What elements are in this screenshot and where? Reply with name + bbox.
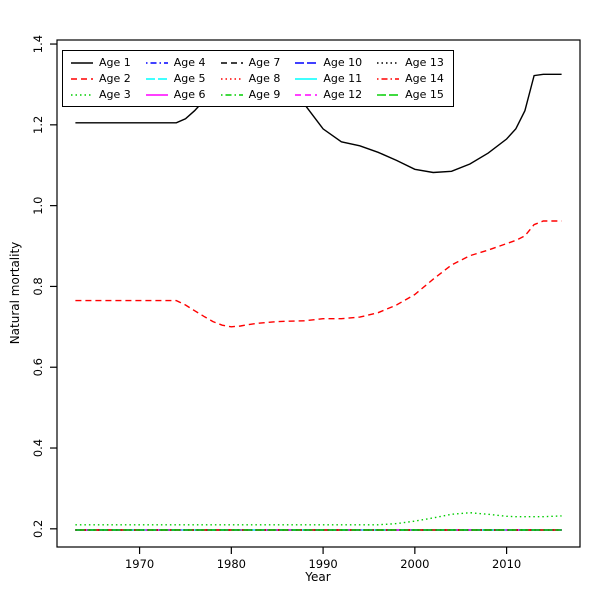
legend-entry-age-14: Age 14	[376, 71, 444, 86]
legend-label: Age 12	[323, 88, 363, 101]
legend-label: Age 14	[405, 72, 444, 85]
series-line-age-2	[75, 220, 562, 328]
legend-label: Age 1	[99, 56, 131, 69]
legend-label: Age 11	[323, 72, 363, 85]
legend-line-sample	[377, 61, 400, 64]
y-tick-label: 0.4	[31, 439, 45, 457]
y-tick-label: 1.2	[31, 116, 45, 134]
legend-label: Age 8	[248, 72, 281, 85]
legend-entry-age-8: Age 8	[220, 71, 281, 86]
x-tick-label: 2010	[492, 557, 521, 571]
y-tick-label: 0.8	[31, 277, 45, 295]
legend-entry-age-12: Age 12	[294, 87, 362, 102]
legend-label: Age 13	[405, 56, 444, 69]
legend-entry-age-9: Age 9	[220, 87, 281, 102]
legend-line-sample	[295, 61, 318, 64]
legend-line-sample	[71, 61, 93, 64]
legend-line-sample	[220, 61, 243, 64]
legend-line-sample	[377, 93, 400, 96]
legend-line-sample	[71, 93, 93, 96]
legend-entry-age-13: Age 13	[376, 55, 444, 70]
x-axis-title: Year	[305, 570, 331, 584]
legend-label: Age 6	[173, 88, 206, 101]
legend-line-sample	[377, 77, 400, 80]
legend-entry-age-5: Age 5	[145, 71, 206, 86]
legend-line-sample	[295, 77, 318, 80]
legend-entry-age-10: Age 10	[294, 55, 362, 70]
y-tick-label: 1.0	[31, 196, 45, 214]
legend-line-sample	[220, 77, 243, 80]
legend-entry-age-6: Age 6	[145, 87, 206, 102]
legend-line-sample	[145, 93, 168, 96]
legend-entry-age-2: Age 2	[70, 71, 131, 86]
legend-label: Age 15	[405, 88, 444, 101]
legend-line-sample	[71, 77, 93, 80]
x-tick-label: 1970	[125, 557, 154, 571]
legend-entry-age-15: Age 15	[376, 87, 444, 102]
legend-label: Age 4	[173, 56, 206, 69]
y-tick-label: 0.6	[31, 358, 45, 376]
x-tick-label: 1990	[308, 557, 337, 571]
legend-label: Age 9	[248, 88, 281, 101]
legend-line-sample	[295, 93, 318, 96]
x-tick-label: 1980	[217, 557, 246, 571]
chart-legend: Age 1 Age 2 Age 3 Age 4 Age 5 Age 6 Age 7 Age 8…	[62, 50, 454, 107]
plot-box	[56, 39, 581, 548]
y-axis-title: Natural mortality	[8, 241, 22, 345]
y-tick-label: 1.4	[31, 35, 45, 53]
legend-label: Age 3	[99, 88, 131, 101]
series-line-age-3	[75, 511, 562, 526]
legend-label: Age 5	[173, 72, 206, 85]
legend-entry-age-7: Age 7	[220, 55, 281, 70]
y-tick-label: 0.2	[31, 520, 45, 538]
legend-label: Age 2	[99, 72, 131, 85]
legend-line-sample	[220, 93, 243, 96]
legend-label: Age 10	[323, 56, 363, 69]
legend-line-sample	[145, 77, 168, 80]
legend-label: Age 7	[248, 56, 281, 69]
legend-entry-age-4: Age 4	[145, 55, 206, 70]
x-tick-label: 2000	[400, 557, 429, 571]
legend-entry-age-11: Age 11	[294, 71, 362, 86]
legend-line-sample	[145, 61, 168, 64]
legend-entry-age-1: Age 1	[70, 55, 131, 70]
legend-entry-age-3: Age 3	[70, 87, 131, 102]
